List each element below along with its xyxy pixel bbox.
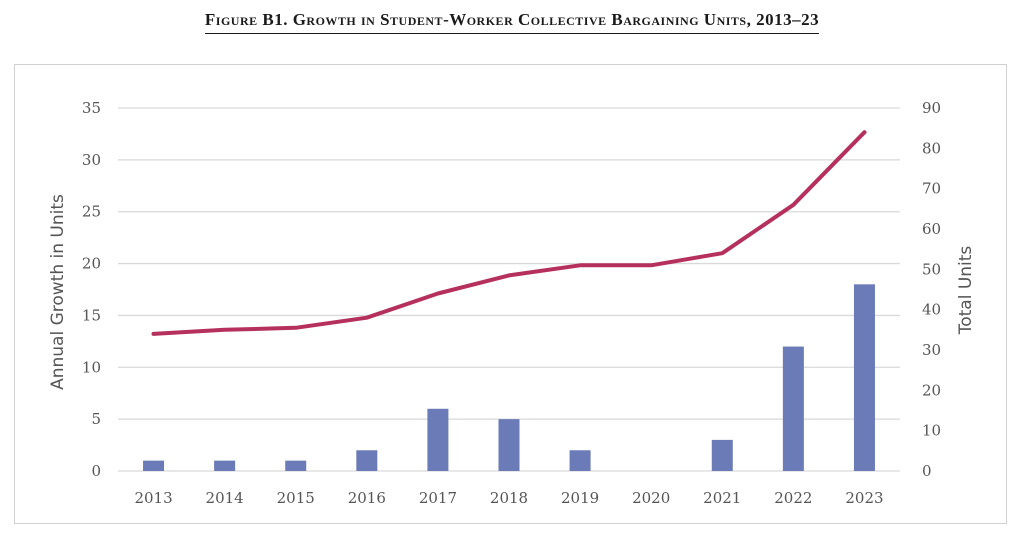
bar-2017	[427, 408, 449, 471]
x-tick-label: 2022	[774, 489, 812, 507]
right-tick-label: 70	[922, 180, 941, 198]
left-tick-label: 30	[82, 151, 101, 169]
x-tick-label: 2020	[632, 489, 670, 507]
bar-series	[143, 284, 875, 471]
right-tick-label: 0	[922, 462, 932, 480]
bar-2023	[853, 284, 875, 471]
right-axis-title: Total Units	[956, 246, 976, 336]
x-tick-label: 2023	[845, 489, 883, 507]
x-axis-ticks: 2013 2014 2015 2016 2017 2018 2019 2020 2021 2022…	[134, 489, 883, 507]
right-tick-label: 80	[922, 139, 941, 157]
gridlines	[118, 107, 900, 472]
bar-2019	[569, 450, 591, 471]
bar-2018	[498, 419, 520, 471]
bar-2015	[285, 460, 307, 471]
right-tick-label: 90	[922, 99, 941, 117]
x-tick-label: 2019	[561, 489, 599, 507]
bar-2014	[214, 460, 236, 471]
left-axis-ticks: 0 5 10 15 20 25 30 35	[82, 99, 101, 480]
right-tick-label: 10	[922, 422, 941, 440]
left-axis-title: Annual Growth in Units	[48, 194, 68, 390]
line-series	[151, 130, 867, 336]
left-tick-label: 10	[82, 358, 101, 376]
right-tick-label: 20	[922, 381, 941, 399]
x-tick-label: 2015	[277, 489, 315, 507]
left-tick-label: 5	[91, 410, 101, 428]
left-tick-label: 20	[82, 255, 101, 273]
x-tick-label: 2021	[703, 489, 741, 507]
total-units-line	[151, 130, 867, 336]
bar-2022	[782, 346, 804, 471]
left-tick-label: 15	[82, 306, 101, 324]
left-tick-label: 25	[82, 203, 101, 221]
right-axis-ticks: 0 10 20 30 40 50 60 70 80 90	[922, 99, 941, 480]
figure-title: Figure B1. Growth in Student-Worker Coll…	[204, 10, 820, 34]
x-tick-label: 2016	[348, 489, 386, 507]
x-tick-label: 2017	[419, 489, 457, 507]
bar-2021	[711, 439, 733, 471]
right-tick-label: 50	[922, 260, 941, 278]
right-tick-label: 40	[922, 301, 941, 319]
x-tick-label: 2014	[206, 489, 244, 507]
bar-2016	[356, 450, 378, 471]
x-tick-label: 2018	[490, 489, 528, 507]
chart-frame	[14, 64, 1007, 524]
bar-2013	[143, 460, 165, 471]
left-tick-label: 35	[82, 99, 101, 117]
right-tick-label: 30	[922, 341, 941, 359]
right-tick-label: 60	[922, 220, 941, 238]
left-tick-label: 0	[91, 462, 101, 480]
x-tick-label: 2013	[134, 489, 172, 507]
